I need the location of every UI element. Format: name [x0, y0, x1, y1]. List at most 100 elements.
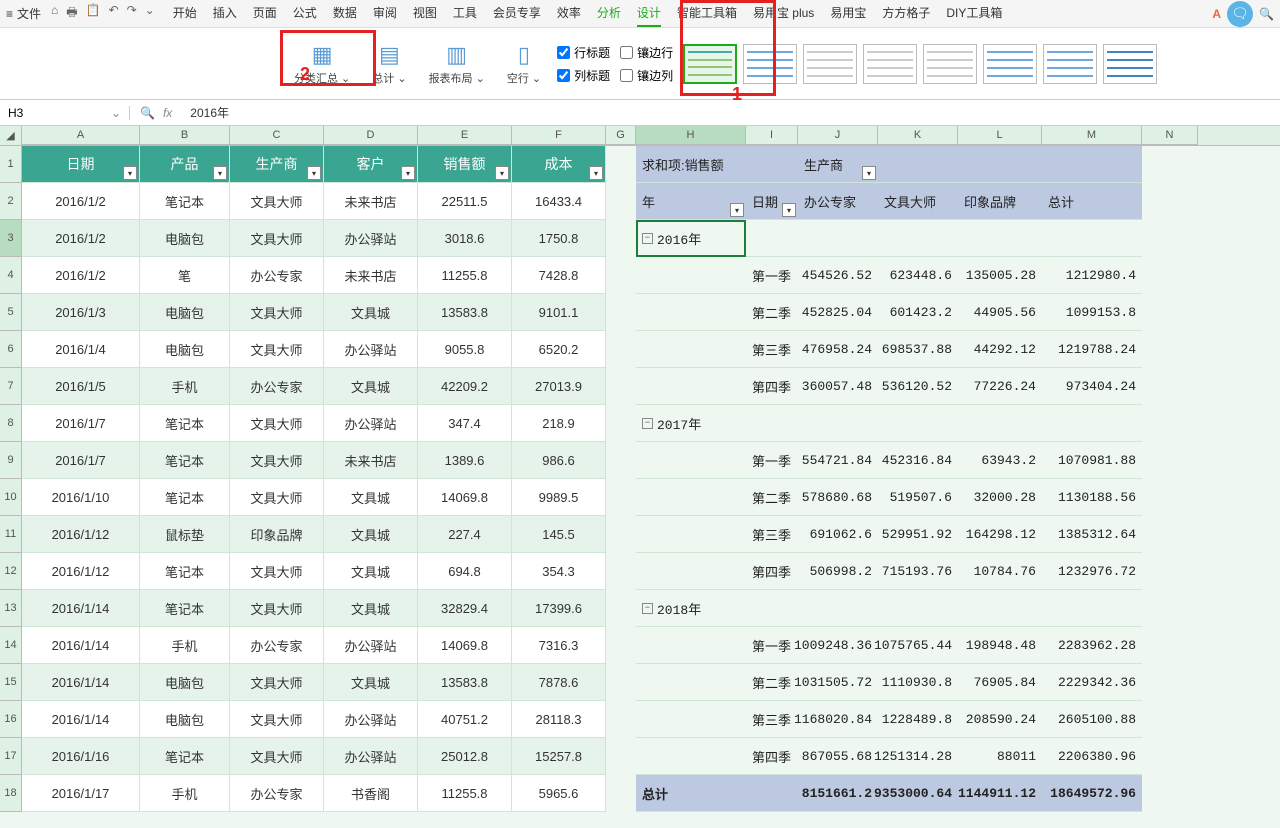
pivot-cell[interactable] [746, 405, 798, 442]
pivot-cell[interactable]: 623448.6 [878, 257, 958, 294]
pivot-cell[interactable] [1042, 220, 1142, 257]
tab-方方格子[interactable]: 方方格子 [882, 0, 930, 27]
table-cell[interactable]: 笔记本 [140, 738, 230, 775]
pivot-cell[interactable]: 578680.68 [798, 479, 878, 516]
col-header-L[interactable]: L [958, 126, 1042, 145]
pivot-cell[interactable]: 10784.76 [958, 553, 1042, 590]
pivot-cell[interactable]: −2018年 [636, 590, 746, 627]
pivot-cell[interactable]: 454526.52 [798, 257, 878, 294]
search-icon[interactable]: 🔍 [1259, 7, 1274, 21]
col-header-D[interactable]: D [324, 126, 418, 145]
pivot-cell[interactable] [1042, 146, 1142, 183]
pivot-cell[interactable]: 135005.28 [958, 257, 1042, 294]
pivot-cell[interactable]: 1219788.24 [1042, 331, 1142, 368]
table-cell[interactable]: 笔记本 [140, 442, 230, 479]
pivot-cell[interactable]: 698537.88 [878, 331, 958, 368]
row-header-check[interactable]: 行标题 [557, 44, 610, 61]
table-cell[interactable]: 办公驿站 [324, 701, 418, 738]
pivot-cell[interactable]: 9353000.64 [878, 775, 958, 812]
table-cell[interactable]: 文具大师 [230, 553, 324, 590]
pivot-cell[interactable] [636, 738, 746, 775]
pivot-cell[interactable] [636, 664, 746, 701]
table-cell[interactable]: 6520.2 [512, 331, 606, 368]
row-header-1[interactable]: 1 [0, 146, 21, 183]
table-cell[interactable]: 42209.2 [418, 368, 512, 405]
table-header[interactable]: 日期▾ [22, 146, 140, 183]
tab-设计[interactable]: 设计 [637, 0, 661, 27]
pivot-cell[interactable] [636, 516, 746, 553]
band-row-check[interactable]: 镶边行 [620, 44, 673, 61]
table-cell[interactable]: 文具城 [324, 516, 418, 553]
table-cell[interactable]: 文具大师 [230, 701, 324, 738]
pivot-cell[interactable]: 第三季 [746, 331, 798, 368]
pivot-cell[interactable]: 1031505.72 [798, 664, 878, 701]
pivot-cell[interactable]: 第三季 [746, 701, 798, 738]
table-cell[interactable]: 2016/1/2 [22, 257, 140, 294]
table-cell[interactable]: 未来书店 [324, 442, 418, 479]
table-cell[interactable]: 11255.8 [418, 257, 512, 294]
pivot-cell[interactable]: −2017年 [636, 405, 746, 442]
row-header-17[interactable]: 17 [0, 738, 21, 775]
table-header[interactable]: 销售额▾ [418, 146, 512, 183]
filter-icon[interactable]: ▾ [782, 203, 796, 217]
pivot-cell[interactable]: 总计 [636, 775, 798, 812]
row-header-8[interactable]: 8 [0, 405, 21, 442]
pivot-cell[interactable]: 867055.68 [798, 738, 878, 775]
table-cell[interactable]: 2016/1/7 [22, 405, 140, 442]
subtotal-button[interactable]: ▦ 分类汇总 ⌄ [288, 40, 356, 88]
pivot-cell[interactable]: 1212980.4 [1042, 257, 1142, 294]
pivot-cell[interactable]: 973404.24 [1042, 368, 1142, 405]
pivot-cell[interactable] [746, 220, 798, 257]
pivot-cell[interactable]: 第四季 [746, 368, 798, 405]
pivot-cell[interactable]: 2206380.96 [1042, 738, 1142, 775]
collapse-icon[interactable]: − [642, 233, 653, 244]
tab-智能工具箱[interactable]: 智能工具箱 [677, 0, 737, 27]
table-cell[interactable]: 手机 [140, 775, 230, 812]
table-cell[interactable]: 7316.3 [512, 627, 606, 664]
pivot-cell[interactable]: 164298.12 [958, 516, 1042, 553]
style-1[interactable] [683, 44, 737, 84]
table-cell[interactable]: 2016/1/3 [22, 294, 140, 331]
table-cell[interactable]: 文具大师 [230, 590, 324, 627]
pivot-cell[interactable]: 第一季 [746, 257, 798, 294]
table-cell[interactable]: 印象品牌 [230, 516, 324, 553]
pivot-cell[interactable]: 1075765.44 [878, 627, 958, 664]
pivot-cell[interactable]: 第二季 [746, 479, 798, 516]
pivot-cell[interactable]: 208590.24 [958, 701, 1042, 738]
pivot-cell[interactable] [798, 220, 878, 257]
preview-icon[interactable]: 📋 [86, 3, 101, 24]
row-header-13[interactable]: 13 [0, 590, 21, 627]
pivot-cell[interactable]: 8151661.2 [798, 775, 878, 812]
pivot-cell[interactable]: 1130188.56 [1042, 479, 1142, 516]
table-cell[interactable]: 27013.9 [512, 368, 606, 405]
tab-DIY工具箱[interactable]: DIY工具箱 [946, 0, 1002, 27]
pivot-cell[interactable]: 总计 [1042, 183, 1142, 220]
table-cell[interactable]: 694.8 [418, 553, 512, 590]
name-box[interactable]: H3⌄ [0, 106, 130, 120]
table-cell[interactable]: 文具大师 [230, 294, 324, 331]
pivot-cell[interactable]: 1228489.8 [878, 701, 958, 738]
table-cell[interactable]: 文具大师 [230, 220, 324, 257]
row-header-9[interactable]: 9 [0, 442, 21, 479]
filter-icon[interactable]: ▾ [307, 166, 321, 180]
table-cell[interactable]: 鼠标垫 [140, 516, 230, 553]
table-cell[interactable]: 电脑包 [140, 294, 230, 331]
pivot-cell[interactable] [636, 368, 746, 405]
pivot-cell[interactable]: 691062.6 [798, 516, 878, 553]
pivot-cell[interactable] [958, 146, 1042, 183]
table-cell[interactable]: 文具城 [324, 479, 418, 516]
table-cell[interactable]: 文具大师 [230, 331, 324, 368]
col-header-F[interactable]: F [512, 126, 606, 145]
col-header-E[interactable]: E [418, 126, 512, 145]
pivot-cell[interactable]: 506998.2 [798, 553, 878, 590]
row-header-12[interactable]: 12 [0, 553, 21, 590]
filter-icon[interactable]: ▾ [589, 166, 603, 180]
tab-页面[interactable]: 页面 [253, 0, 277, 27]
pivot-cell[interactable]: 18649572.96 [1042, 775, 1142, 812]
table-cell[interactable]: 文具大师 [230, 738, 324, 775]
pivot-cell[interactable]: 32000.28 [958, 479, 1042, 516]
row-header-10[interactable]: 10 [0, 479, 21, 516]
table-cell[interactable]: 2016/1/4 [22, 331, 140, 368]
pivot-cell[interactable]: 文具大师 [878, 183, 958, 220]
table-cell[interactable]: 办公专家 [230, 627, 324, 664]
